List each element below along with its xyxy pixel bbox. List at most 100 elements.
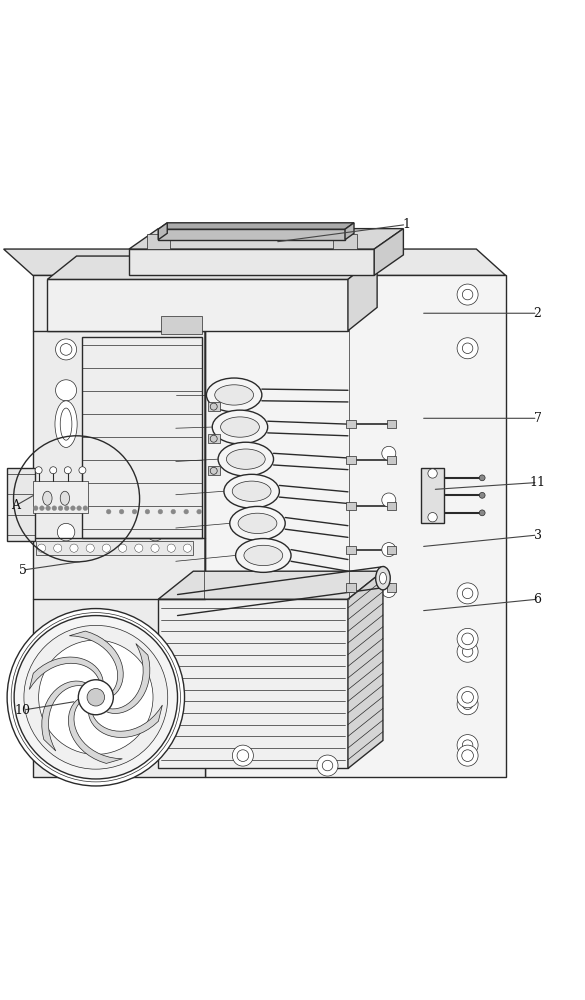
Ellipse shape [60, 491, 70, 505]
Polygon shape [82, 337, 202, 538]
Circle shape [238, 750, 248, 760]
Circle shape [7, 609, 184, 786]
Ellipse shape [226, 449, 265, 469]
Circle shape [64, 506, 69, 511]
Ellipse shape [380, 572, 387, 584]
Circle shape [457, 687, 478, 708]
Polygon shape [374, 229, 404, 275]
Circle shape [237, 750, 249, 761]
Polygon shape [68, 697, 122, 763]
Circle shape [11, 613, 180, 782]
Circle shape [479, 492, 485, 498]
Ellipse shape [230, 506, 285, 540]
Circle shape [232, 745, 253, 766]
Circle shape [24, 625, 168, 769]
Ellipse shape [376, 567, 390, 590]
Circle shape [184, 509, 188, 514]
Circle shape [462, 343, 473, 354]
Circle shape [317, 755, 338, 776]
Circle shape [171, 509, 176, 514]
Circle shape [119, 544, 127, 552]
Circle shape [107, 755, 128, 776]
Circle shape [86, 544, 94, 552]
Ellipse shape [60, 408, 72, 440]
Polygon shape [33, 481, 88, 513]
Circle shape [457, 694, 478, 715]
Circle shape [462, 646, 473, 657]
Ellipse shape [232, 481, 271, 501]
Circle shape [462, 699, 473, 710]
Circle shape [382, 583, 396, 597]
Circle shape [462, 588, 473, 599]
Circle shape [382, 543, 396, 557]
Circle shape [57, 523, 75, 541]
Circle shape [197, 509, 201, 514]
Ellipse shape [43, 491, 52, 505]
Ellipse shape [238, 513, 277, 533]
Polygon shape [387, 456, 397, 464]
Circle shape [238, 289, 248, 300]
Circle shape [54, 544, 62, 552]
Circle shape [37, 544, 46, 552]
Polygon shape [348, 571, 383, 768]
Circle shape [322, 760, 333, 771]
Circle shape [457, 735, 478, 756]
Ellipse shape [221, 417, 259, 437]
Circle shape [56, 291, 77, 312]
Circle shape [56, 380, 77, 401]
Polygon shape [205, 275, 505, 777]
Circle shape [457, 628, 478, 649]
Polygon shape [176, 249, 505, 275]
Text: 3: 3 [534, 529, 542, 542]
Circle shape [151, 544, 159, 552]
Circle shape [210, 435, 217, 442]
Circle shape [78, 680, 113, 715]
Polygon shape [159, 571, 383, 599]
Circle shape [46, 506, 50, 511]
Polygon shape [159, 229, 345, 240]
Circle shape [183, 544, 191, 552]
Polygon shape [346, 546, 356, 554]
Circle shape [39, 640, 153, 754]
Circle shape [135, 544, 143, 552]
Polygon shape [208, 466, 219, 475]
Ellipse shape [55, 401, 77, 447]
Text: 10: 10 [15, 704, 31, 717]
Polygon shape [36, 541, 193, 555]
Circle shape [167, 544, 175, 552]
Polygon shape [4, 249, 205, 275]
Polygon shape [159, 223, 354, 229]
Text: 5: 5 [19, 564, 27, 577]
Circle shape [147, 523, 164, 541]
Polygon shape [33, 275, 205, 777]
Polygon shape [348, 256, 377, 331]
Ellipse shape [236, 539, 291, 572]
Polygon shape [47, 279, 348, 331]
Polygon shape [159, 599, 348, 768]
Polygon shape [88, 705, 163, 738]
Circle shape [112, 760, 123, 771]
Polygon shape [161, 316, 202, 334]
Polygon shape [387, 546, 397, 554]
Circle shape [33, 506, 38, 511]
Polygon shape [129, 229, 404, 249]
Ellipse shape [244, 545, 283, 566]
Ellipse shape [212, 410, 268, 444]
Circle shape [119, 509, 124, 514]
Polygon shape [346, 583, 356, 592]
Polygon shape [159, 223, 167, 240]
Ellipse shape [224, 474, 280, 508]
Circle shape [210, 403, 217, 410]
Circle shape [102, 544, 111, 552]
Text: 2: 2 [534, 307, 542, 320]
Circle shape [70, 544, 78, 552]
Text: 6: 6 [534, 593, 542, 606]
Circle shape [56, 339, 77, 360]
Polygon shape [6, 468, 35, 541]
Circle shape [50, 467, 57, 474]
Circle shape [145, 509, 150, 514]
Circle shape [457, 583, 478, 604]
Ellipse shape [207, 378, 262, 412]
Circle shape [106, 509, 111, 514]
Circle shape [210, 467, 217, 474]
